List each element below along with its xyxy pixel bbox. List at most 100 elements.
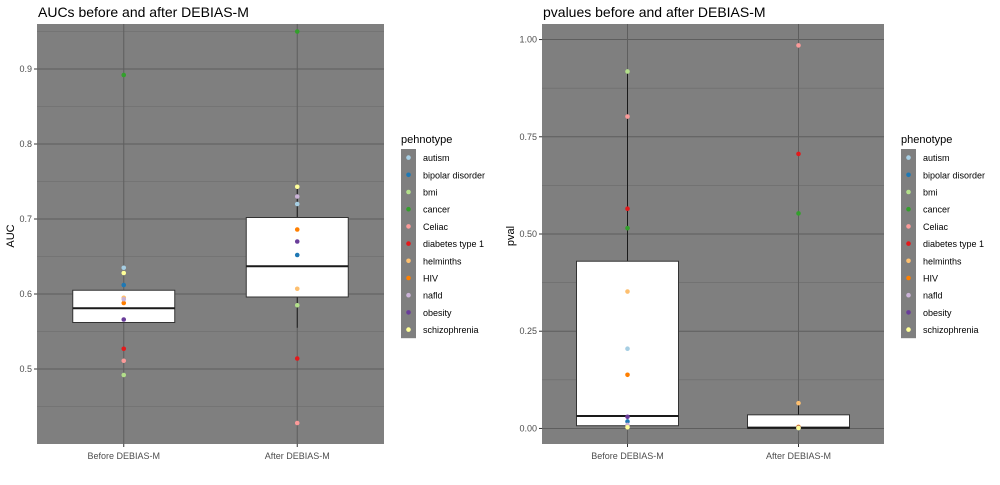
- pval-point-bipolar-disorder: [625, 419, 630, 424]
- pval-point-celiac: [625, 114, 630, 119]
- auc-legend-label: bipolar disorder: [423, 170, 485, 180]
- auc-legend-swatch: [406, 310, 411, 315]
- auc-point-celiac: [294, 420, 300, 426]
- auc-point-obesity: [294, 239, 300, 244]
- auc-point-celiac: [121, 358, 127, 364]
- auc-legend-swatch: [406, 327, 411, 332]
- pval-x-tick-label: Before DEBIAS-M: [591, 451, 664, 461]
- pval-legend-swatch: [906, 189, 911, 195]
- pval-point-helminths: [796, 400, 801, 406]
- pval-legend-label: Celiac: [923, 222, 949, 232]
- auc-y-tick-label: 0.5: [19, 364, 32, 374]
- auc-legend-swatch: [406, 241, 411, 246]
- auc-point-cancer: [294, 29, 300, 34]
- auc-legend-label: nafld: [423, 291, 443, 301]
- auc-legend-label: diabetes type 1: [423, 239, 484, 249]
- pval-point-celiac: [796, 43, 801, 48]
- pval-y-axis-label: pval: [505, 226, 517, 246]
- auc-legend-label: HIV: [423, 274, 438, 284]
- pval-legend-swatch: [906, 275, 911, 281]
- auc-point-hiv: [294, 227, 300, 232]
- pval-legend-swatch: [906, 241, 911, 246]
- pval-y-tick-label: 0.50: [519, 229, 537, 239]
- auc-legend-swatch: [406, 189, 411, 195]
- auc-point-bipolar-disorder: [294, 252, 300, 258]
- pval-chart-panel: pvalues before and after DEBIAS-M pval p…: [505, 4, 985, 461]
- auc-y-tick-label: 0.9: [19, 64, 32, 74]
- pval-chart-title: pvalues before and after DEBIAS-M: [543, 4, 766, 20]
- pval-x-tick-label: After DEBIAS-M: [766, 451, 831, 461]
- auc-legend-swatch: [406, 172, 411, 178]
- auc-point-schizophrenia: [121, 270, 127, 276]
- pval-legend-label: bipolar disorder: [923, 170, 985, 180]
- pval-y-tick-label: 0.75: [519, 132, 537, 142]
- auc-legend-swatch: [406, 275, 411, 281]
- pval-box: [576, 260, 679, 427]
- auc-legend-label: helminths: [423, 256, 462, 266]
- auc-chart-panel: AUCs before and after DEBIAS-M AUC pehno…: [5, 4, 485, 461]
- auc-x-tick-label: Before DEBIAS-M: [87, 451, 160, 461]
- pval-legend-swatch: [906, 206, 911, 212]
- pval-point-cancer: [796, 211, 801, 216]
- pval-y-tick-label: 0.25: [519, 326, 537, 336]
- pval-point-obesity: [625, 414, 630, 420]
- pval-legend-label: diabetes type 1: [923, 239, 984, 249]
- auc-legend-label: obesity: [423, 308, 452, 318]
- pval-legend-label: schizophrenia: [923, 325, 979, 335]
- pval-legend-swatch: [906, 172, 911, 178]
- auc-point-nafld: [121, 296, 127, 302]
- pval-legend-swatch: [906, 155, 911, 160]
- auc-chart-title: AUCs before and after DEBIAS-M: [38, 4, 249, 20]
- pval-legend-label: obesity: [923, 308, 952, 318]
- auc-point-obesity: [121, 317, 127, 322]
- auc-y-tick-label: 0.6: [19, 289, 32, 299]
- auc-legend-swatch: [406, 292, 411, 298]
- pval-legend-swatch: [906, 258, 911, 264]
- pval-legend-label: bmi: [923, 188, 938, 198]
- auc-legend-label: Celiac: [423, 222, 449, 232]
- pval-point-bmi: [625, 69, 630, 74]
- auc-point-bmi: [294, 302, 300, 308]
- pval-point-cancer: [625, 225, 630, 231]
- pval-legend-title: phenotype: [901, 134, 952, 146]
- pval-legend-swatch: [906, 327, 911, 332]
- auc-legend-swatch: [406, 155, 411, 160]
- auc-legend-swatch: [406, 258, 411, 264]
- auc-point-schizophrenia: [294, 184, 300, 190]
- auc-point-hiv: [121, 300, 127, 306]
- auc-point-nafld: [294, 194, 300, 199]
- pval-legend-swatch: [906, 224, 911, 229]
- pval-legend-label: HIV: [923, 274, 938, 284]
- pval-point-diabetes-type-1: [625, 206, 630, 212]
- auc-legend-swatch: [406, 206, 411, 212]
- pval-point-helminths: [625, 289, 630, 294]
- pval-legend-swatch: [906, 310, 911, 315]
- auc-point-diabetes-type-1: [294, 356, 300, 361]
- pval-y-tick-label: 0.00: [519, 423, 537, 433]
- auc-legend-label: cancer: [423, 205, 450, 215]
- pval-legend-label: autism: [923, 153, 950, 163]
- pval-y-tick-label: 1.00: [519, 35, 537, 45]
- auc-y-tick-label: 0.8: [19, 139, 32, 149]
- auc-y-tick-label: 0.7: [19, 214, 32, 224]
- auc-point-diabetes-type-1: [121, 346, 127, 352]
- auc-point-bipolar-disorder: [121, 282, 127, 288]
- auc-y-axis-label: AUC: [5, 224, 17, 247]
- auc-legend-swatch: [406, 224, 411, 229]
- auc-point-cancer: [121, 72, 127, 78]
- auc-legend-label: bmi: [423, 188, 438, 198]
- pval-point-autism: [625, 346, 630, 352]
- pval-point-schizophrenia: [796, 425, 801, 431]
- auc-point-helminths: [294, 286, 300, 292]
- pval-legend-label: cancer: [923, 205, 950, 215]
- pval-legend-label: helminths: [923, 256, 962, 266]
- auc-legend-label: autism: [423, 153, 450, 163]
- auc-legend-label: schizophrenia: [423, 325, 479, 335]
- pval-point-schizophrenia: [625, 424, 630, 430]
- pval-point-diabetes-type-1: [796, 151, 801, 157]
- auc-point-bmi: [121, 372, 127, 378]
- auc-x-tick-label: After DEBIAS-M: [265, 451, 330, 461]
- auc-point-autism: [121, 265, 127, 271]
